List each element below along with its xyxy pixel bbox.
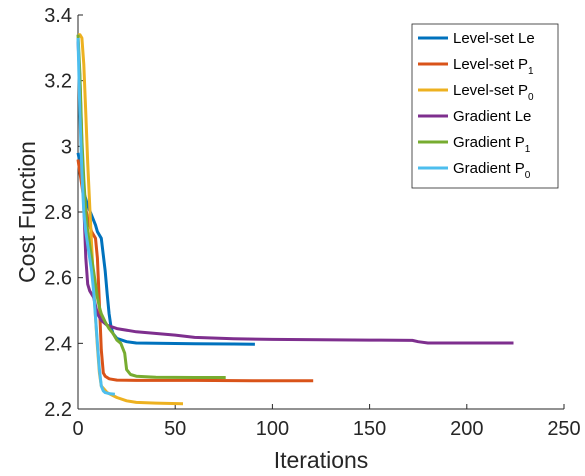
series-line-gradient-p1 [76,34,226,379]
legend-label-main: Gradient P [453,160,525,177]
y-tick-label: 3.2 [44,71,72,93]
x-tick-label: 250 [547,418,580,440]
x-axis-label: Iterations [274,447,369,473]
legend-label-subscript: 1 [528,66,534,77]
legend-label-subscript: 0 [528,92,534,103]
series-group [76,33,514,406]
x-tick-label: 150 [353,418,386,440]
x-ticks: 0 50 100 150 200 250 [72,404,581,440]
legend-label-main: Level-set Le [453,30,535,47]
series-line-gradient-le [76,41,514,345]
legend-label-gradient-le: Gradient Le [453,108,531,125]
y-axis-label: Cost Function [14,141,40,283]
series-line-level-set-p1 [76,159,314,383]
legend-label-subscript: 0 [525,170,531,181]
y-tick-label: 2.6 [44,268,72,290]
legend-label-level-set-p0: Level-set P0 [453,82,534,103]
y-tick-label: 2.8 [44,202,72,224]
y-ticks: 2.2 2.4 2.6 2.8 3 3.2 3.4 [44,5,83,421]
legend-label-main: Gradient P [453,134,525,151]
y-tick-label: 3 [61,136,72,158]
y-tick-label: 2.4 [44,333,72,355]
y-tick-label: 2.2 [44,399,72,421]
series-line-gradient-p0 [76,37,116,396]
legend-label-level-set-p1: Level-set P1 [453,56,534,77]
y-tick-label: 3.4 [44,5,72,27]
series-line-level-set-le [76,152,255,346]
legend-label-main: Level-set P [453,56,528,73]
legend-label-subscript: 1 [525,144,531,155]
legend-label-gradient-p1: Gradient P1 [453,134,531,155]
x-tick-label: 200 [450,418,483,440]
legend-label-main: Level-set P [453,82,528,99]
x-tick-label: 0 [72,418,83,440]
legend-box [411,23,559,189]
legend-label-main: Gradient Le [453,108,531,125]
legend-label-level-set-le: Level-set Le [453,30,535,47]
legend-label-gradient-p0: Gradient P0 [453,160,531,181]
x-tick-label: 50 [164,418,186,440]
x-tick-label: 100 [256,418,289,440]
